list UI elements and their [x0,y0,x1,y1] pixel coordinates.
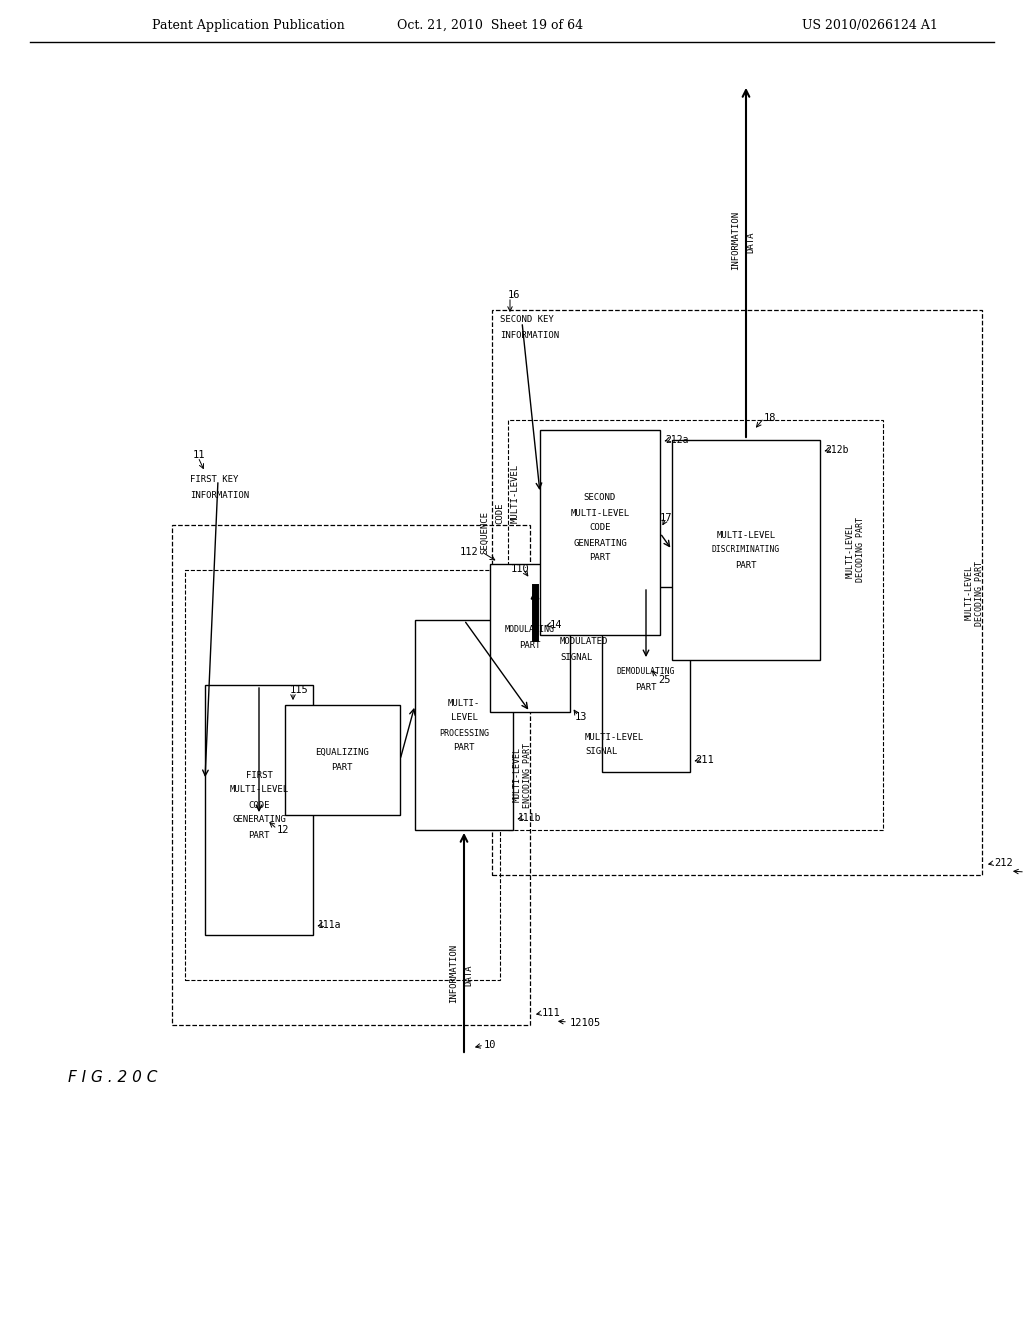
Text: 10: 10 [484,1040,497,1049]
Text: PART: PART [519,642,541,651]
Text: LEVEL: LEVEL [451,714,477,722]
Bar [672,440,820,660]
Text: PART: PART [735,561,757,569]
Text: INFORMATION: INFORMATION [450,944,459,1003]
Bar [285,705,400,814]
Text: 111a: 111a [318,920,341,931]
Bar [492,310,982,875]
Text: F I G . 2 0 C: F I G . 2 0 C [68,1069,158,1085]
Text: PART: PART [454,743,475,752]
Text: PART: PART [248,830,269,840]
Text: DEMODULATING: DEMODULATING [616,668,675,676]
Text: MODULATED: MODULATED [560,638,608,647]
Text: MULTI-LEVEL: MULTI-LEVEL [585,733,644,742]
Text: 25: 25 [658,675,671,685]
Text: MULTI-LEVEL: MULTI-LEVEL [511,463,519,523]
Text: 111b: 111b [518,813,542,822]
Text: 112: 112 [459,546,478,557]
Text: MULTI-LEVEL: MULTI-LEVEL [717,531,775,540]
Text: SEQUENCE: SEQUENCE [480,511,489,554]
Text: DATA: DATA [465,964,473,986]
Text: CODE: CODE [589,524,610,532]
Text: SECOND KEY: SECOND KEY [500,315,554,325]
Text: MULTI-LEVEL
DECODING PART: MULTI-LEVEL DECODING PART [845,517,864,582]
Text: Oct. 21, 2010  Sheet 19 of 64: Oct. 21, 2010 Sheet 19 of 64 [397,18,583,32]
Text: 17: 17 [659,513,672,523]
Text: MULTI-LEVEL
ENCODING PART: MULTI-LEVEL ENCODING PART [512,742,531,808]
Text: DATA: DATA [746,231,756,252]
Text: PART: PART [331,763,352,772]
Text: CODE: CODE [248,800,269,809]
Text: PART: PART [635,684,656,693]
Text: 16: 16 [508,290,520,300]
Text: DISCRIMINATING: DISCRIMINATING [712,545,780,554]
Text: 212a: 212a [665,436,688,445]
Bar [602,587,690,772]
Text: CODE: CODE [496,502,505,524]
Text: Patent Application Publication: Patent Application Publication [152,18,345,32]
Text: SIGNAL: SIGNAL [585,747,617,756]
Text: 12: 12 [278,825,290,836]
Bar [185,570,500,979]
Text: 110: 110 [511,564,529,574]
Text: 14: 14 [550,620,562,630]
Text: 111: 111 [542,1008,561,1018]
Text: MODULATING: MODULATING [505,626,555,635]
Text: 211: 211 [695,755,714,766]
Bar [540,430,660,635]
Bar [490,564,570,711]
Text: MULTI-: MULTI- [447,698,480,708]
Text: 13: 13 [575,711,588,722]
Bar [415,620,513,830]
Text: PROCESSING: PROCESSING [439,729,489,738]
Text: MULTI-LEVEL: MULTI-LEVEL [570,508,630,517]
Text: GENERATING: GENERATING [573,539,627,548]
Bar [205,685,313,935]
Text: 12105: 12105 [570,1018,601,1028]
Bar [172,525,530,1026]
Text: PART: PART [589,553,610,562]
Text: US 2010/0266124 A1: US 2010/0266124 A1 [802,18,938,32]
Text: 11: 11 [193,450,206,459]
Text: FIRST KEY: FIRST KEY [190,475,239,484]
Text: INFORMATION: INFORMATION [731,210,740,269]
Text: MULTI-LEVEL
DECODING PART: MULTI-LEVEL DECODING PART [965,561,984,626]
Text: SIGNAL: SIGNAL [560,652,592,661]
Text: INFORMATION: INFORMATION [500,330,559,339]
Text: MULTI-LEVEL: MULTI-LEVEL [229,785,289,795]
Text: 212: 212 [994,858,1013,869]
Text: 18: 18 [764,413,776,422]
Text: 212b: 212b [825,445,849,455]
Bar [508,420,883,830]
Text: INFORMATION: INFORMATION [190,491,249,499]
Text: EQUALIZING: EQUALIZING [315,747,369,756]
Text: SECOND: SECOND [584,494,616,503]
Text: 115: 115 [290,685,309,696]
Text: GENERATING: GENERATING [232,816,286,825]
Text: FIRST: FIRST [246,771,272,780]
